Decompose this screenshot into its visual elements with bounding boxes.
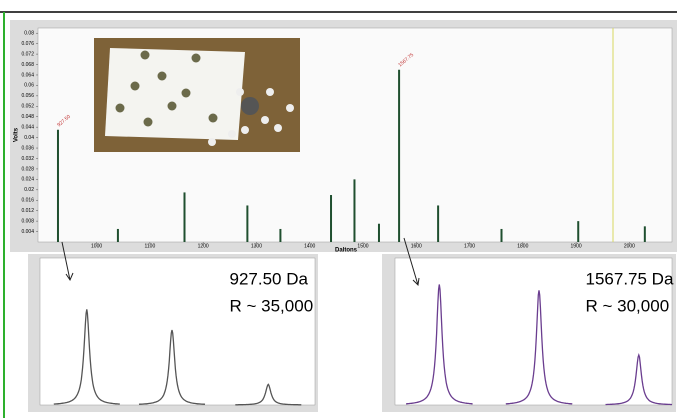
- y-tick-label: 0.028: [21, 166, 34, 172]
- y-tick-label: 0.068: [21, 62, 34, 68]
- y-tick-label: 0.044: [21, 124, 34, 130]
- x-tick-label: 1000: [91, 243, 102, 249]
- x-tick-label: 2000: [624, 243, 635, 249]
- x-tick-label: 1100: [144, 243, 155, 249]
- y-tick-label: 0.012: [21, 208, 34, 214]
- y-tick-label: 0.072: [21, 51, 34, 57]
- y-tick-label: 0.056: [21, 93, 34, 99]
- y-tick-label: 0.024: [21, 177, 34, 183]
- y-tick-label: 0.016: [21, 198, 34, 204]
- x-tick-label: 1500: [357, 243, 368, 249]
- x-tick-label: 1400: [304, 243, 315, 249]
- y-tick-label: 0.04: [24, 135, 34, 141]
- x-tick-label: 1700: [464, 243, 475, 249]
- x-tick-label: 1200: [198, 243, 209, 249]
- x-axis-label: Daltons: [335, 248, 358, 254]
- y-axis-label: Volts: [14, 127, 20, 142]
- y-tick-label: 0.032: [21, 156, 34, 162]
- y-tick-label: 0.02: [24, 187, 34, 193]
- y-tick-label: 0.004: [21, 229, 34, 235]
- x-tick-label: 1900: [571, 243, 582, 249]
- annotation: R ~ 30,000: [586, 296, 670, 315]
- y-tick-label: 0.06: [24, 83, 34, 89]
- y-tick-label: 0.008: [21, 218, 34, 224]
- x-tick-label: 1800: [517, 243, 528, 249]
- photo: [94, 38, 300, 152]
- annotation: R ~ 35,000: [230, 296, 314, 315]
- page: Daltons Volts 0.004 0.008 0.012 0.016 0.02 0.…: [0, 0, 677, 418]
- y-tick-label: 0.064: [21, 72, 34, 78]
- y-tick-label: 0.036: [21, 145, 34, 151]
- y-tick-label: 0.048: [21, 114, 34, 120]
- annotation: 1567.75 Da: [586, 269, 674, 288]
- x-tick-label: 1600: [411, 243, 422, 249]
- annotation: 927.50 Da: [230, 269, 309, 288]
- x-tick-label: 1300: [251, 243, 262, 249]
- y-tick-label: 0.076: [21, 41, 34, 47]
- y-tick-label: 0.08: [24, 31, 34, 37]
- y-tick-label: 0.052: [21, 104, 34, 110]
